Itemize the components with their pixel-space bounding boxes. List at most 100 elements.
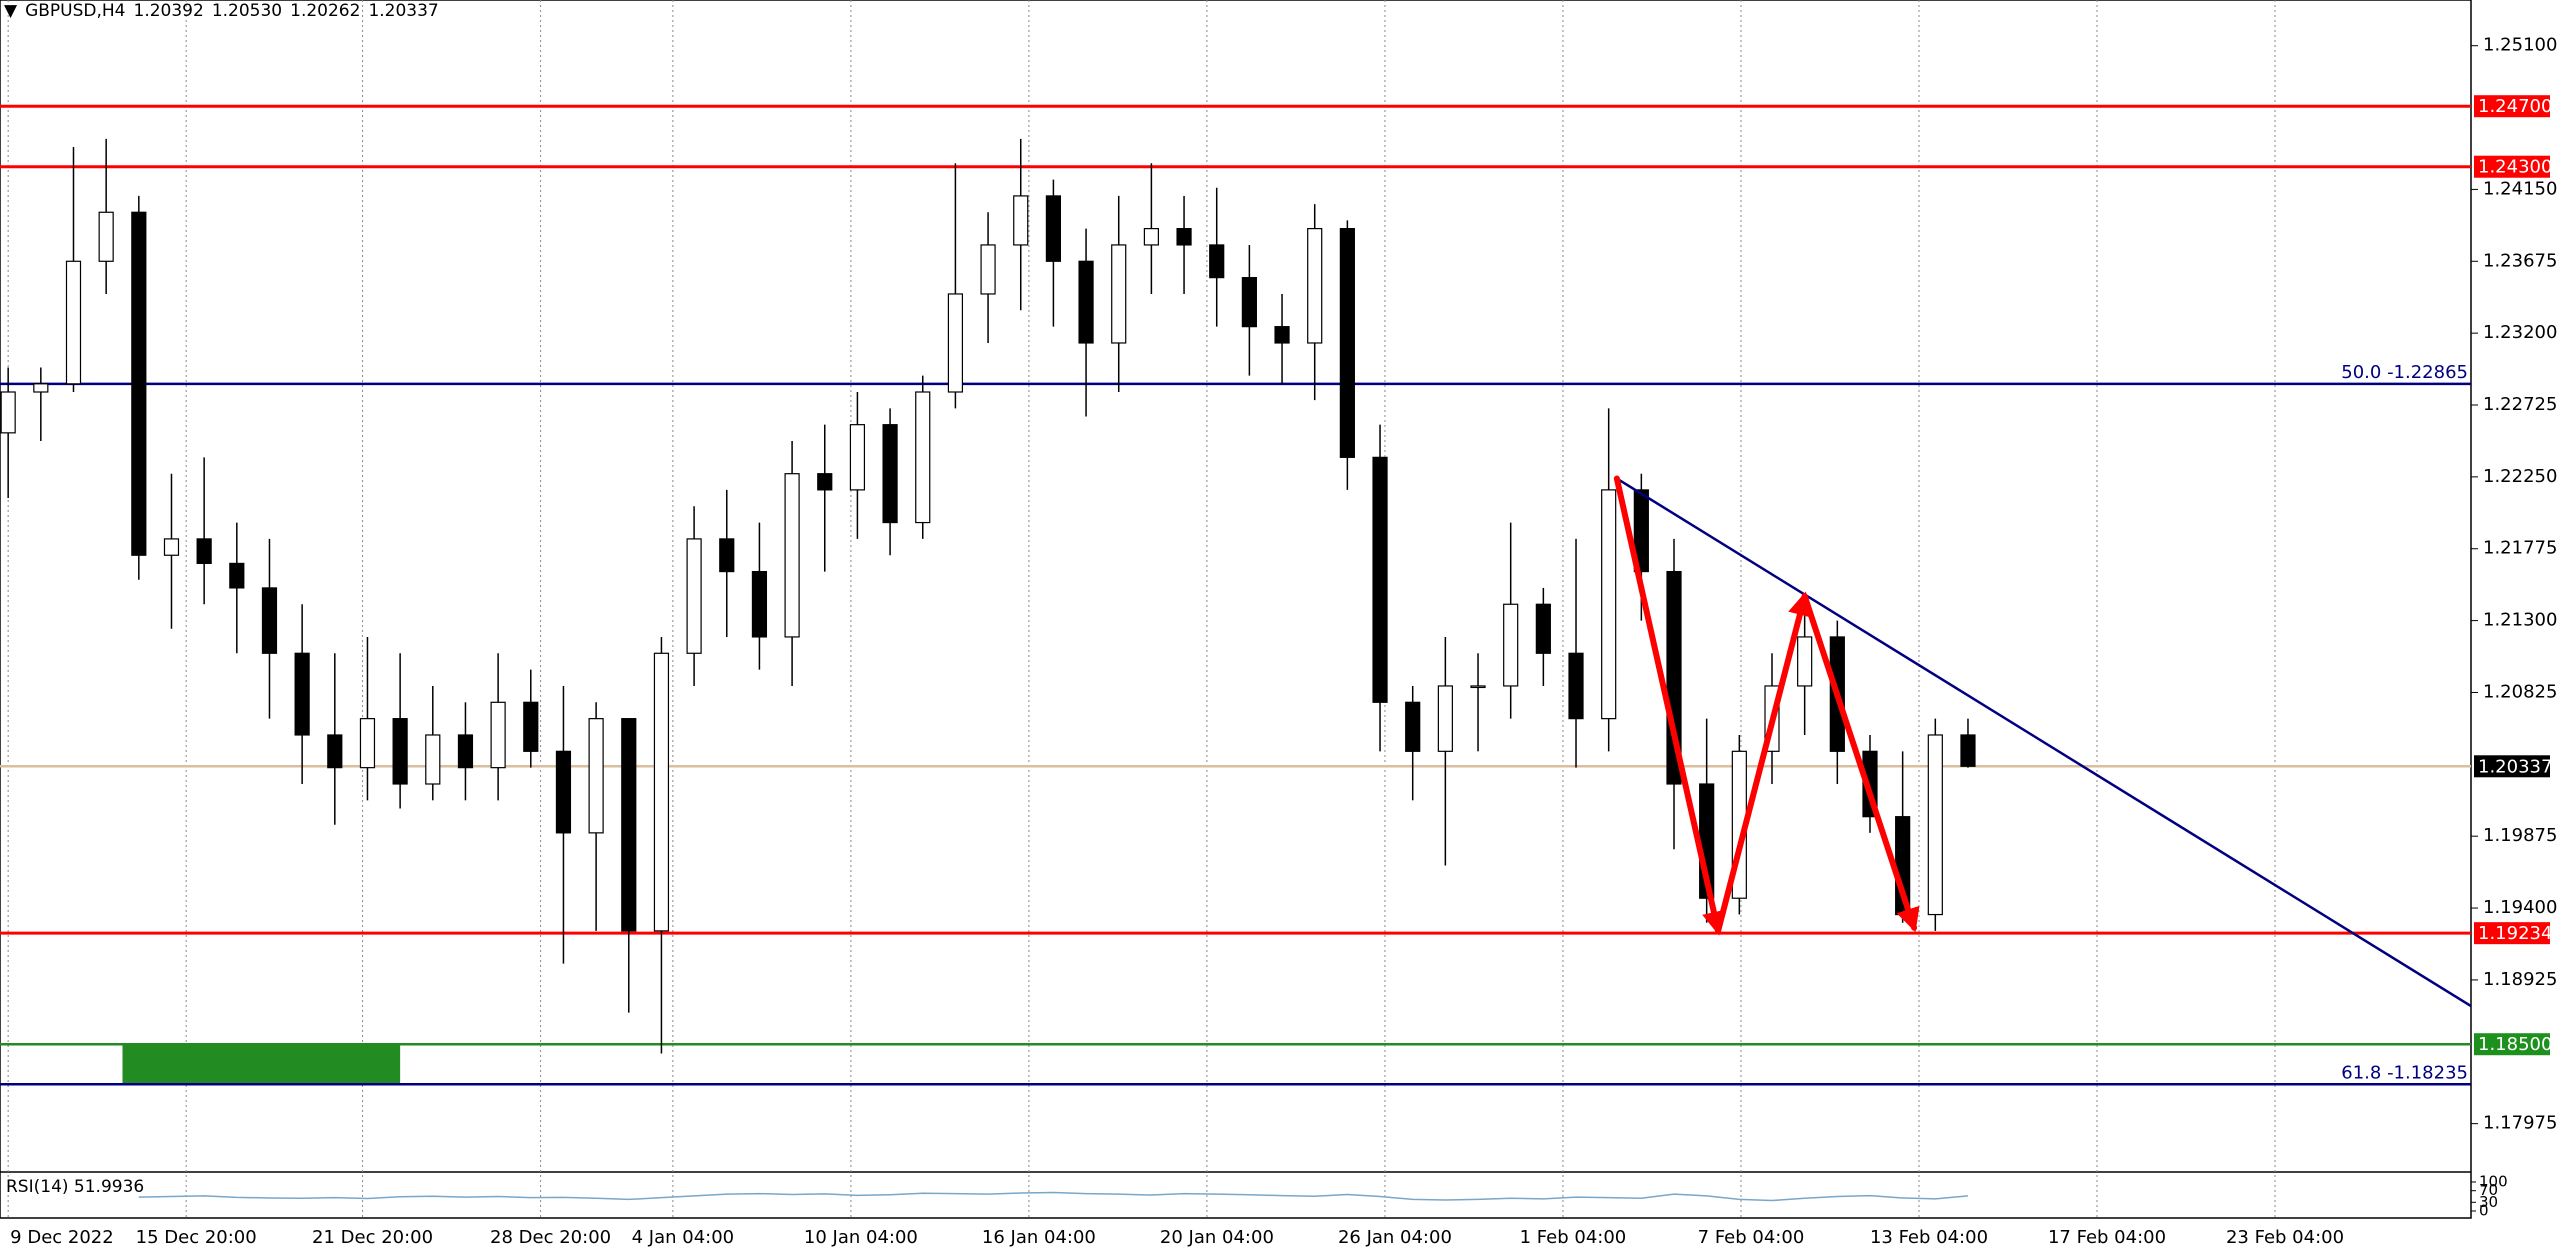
plot-frame: [0, 0, 2472, 1219]
zone: [122, 1044, 401, 1085]
candle-body: [229, 562, 245, 589]
candle-body: [1437, 685, 1453, 752]
zigzag-arrow: [1613, 475, 1726, 936]
y-tick-label: 1.25100: [2483, 35, 2557, 56]
ohlc-value: 1.20337: [368, 1, 439, 21]
level-label: 61.8 -1.18235: [2341, 1062, 2468, 1083]
x-tick-label: 9 Dec 2022: [10, 1227, 114, 1248]
y-tick-label: 1.21775: [2483, 538, 2557, 559]
price-label: 1.20337: [2478, 756, 2552, 777]
candle-body: [490, 701, 506, 769]
candle-body: [947, 293, 964, 393]
candle-body: [392, 718, 408, 785]
x-tick-label: 4 Jan 04:00: [632, 1227, 735, 1248]
ohlc-value: 1.20262: [290, 1, 361, 21]
candle-body: [327, 734, 343, 769]
candle-body: [0, 391, 16, 434]
candle-body: [1078, 260, 1094, 344]
candle-body: [1307, 228, 1323, 344]
x-tick-label: 20 Jan 04:00: [1160, 1227, 1274, 1248]
candle-body: [1111, 244, 1127, 344]
candle-body: [131, 211, 147, 556]
menu-triangle[interactable]: ▼: [4, 1, 18, 21]
y-tick-label: 1.17975: [2483, 1113, 2557, 1134]
x-tick-label: 16 Jan 04:00: [982, 1227, 1096, 1248]
y-tick-label: 1.19400: [2483, 897, 2557, 918]
candle-body: [523, 701, 539, 752]
y-tick-label: 1.22725: [2483, 394, 2557, 415]
candle-body: [261, 587, 278, 654]
candle-body: [555, 750, 572, 834]
rsi-tick-label: 0: [2479, 1202, 2489, 1220]
candle-body: [621, 718, 637, 932]
price-label-box: [2474, 1033, 2550, 1056]
trend-line: [1616, 477, 2472, 1008]
x-tick-label: 13 Feb 04:00: [1870, 1227, 1988, 1248]
y-tick-label: 1.23675: [2483, 250, 2557, 271]
chart-header: ▼ GBPUSD,H4 1.20392 1.20530 1.20262 1.20…: [4, 1, 439, 21]
rsi-line: [138, 1191, 1969, 1202]
price-label-box: [2474, 155, 2550, 178]
candle-body: [980, 244, 996, 295]
x-tick-label: 10 Jan 04:00: [804, 1227, 918, 1248]
price-label: 1.18500: [2478, 1034, 2552, 1055]
candle-body: [882, 424, 898, 524]
candle-body: [1339, 228, 1355, 458]
x-tick-label: 26 Jan 04:00: [1338, 1227, 1452, 1248]
y-tick-label: 1.24150: [2483, 178, 2557, 199]
candle-body: [1568, 652, 1584, 720]
price-label-box: [2474, 755, 2550, 778]
price-label-box: [2474, 95, 2550, 118]
candle-body: [98, 211, 114, 262]
y-tick-label: 1.22250: [2483, 466, 2557, 487]
candle-body: [719, 538, 735, 573]
candle-body: [1797, 636, 1813, 687]
ohlc-value: 1.20392: [133, 1, 204, 21]
ohlc-value: 1.20530: [211, 1, 283, 21]
candle-body: [817, 473, 833, 491]
rsi-tick-label: 100: [2479, 1173, 2508, 1191]
candle-body: [457, 734, 474, 769]
x-tick-label: 28 Dec 20:00: [490, 1227, 611, 1248]
candle-body: [359, 718, 376, 769]
zigzag-arrow: [1801, 593, 1920, 933]
candle-body: [1927, 734, 1943, 916]
candle-body: [849, 424, 866, 491]
candle-body: [915, 391, 931, 524]
candle-body: [425, 734, 441, 785]
candle-body: [1960, 734, 1976, 767]
candle-body: [33, 383, 49, 393]
x-tick-label: 15 Dec 20:00: [136, 1227, 257, 1248]
candle-body: [196, 538, 212, 565]
zigzag-arrow: [1715, 591, 1812, 934]
y-tick-label: 1.23200: [2483, 322, 2557, 343]
candle-body: [163, 538, 180, 556]
rsi-label: RSI(14) 51.9936: [6, 1177, 144, 1197]
candle-body: [588, 718, 604, 834]
price-label-box: [2474, 922, 2550, 945]
x-tick-label: 17 Feb 04:00: [2048, 1227, 2166, 1248]
candle-body: [1633, 489, 1649, 573]
rsi-tick-label: 70: [2479, 1181, 2498, 1199]
y-tick-label: 1.21300: [2483, 610, 2557, 631]
candle-body: [653, 652, 670, 932]
level-label: 50.0 -1.22865: [2341, 362, 2468, 383]
candle-body: [1274, 326, 1290, 344]
x-tick-label: 1 Feb 04:00: [1520, 1227, 1627, 1248]
candle-body: [751, 570, 768, 638]
candle-body: [1601, 489, 1617, 720]
price-label: 1.24700: [2478, 96, 2552, 117]
candle-body: [1013, 195, 1029, 246]
x-tick-label: 23 Feb 04:00: [2226, 1227, 2344, 1248]
price-label: 1.19234: [2478, 923, 2552, 944]
candle-body: [784, 473, 800, 638]
candle-body: [1372, 456, 1388, 703]
candle-body: [1405, 701, 1421, 752]
candle-body: [1535, 603, 1551, 654]
candle-body: [1503, 603, 1519, 687]
candle-body: [1143, 228, 1159, 246]
candle-body: [1209, 244, 1225, 279]
symbol: GBPUSD,H4: [25, 1, 126, 21]
y-tick-label: 1.19875: [2483, 825, 2557, 846]
